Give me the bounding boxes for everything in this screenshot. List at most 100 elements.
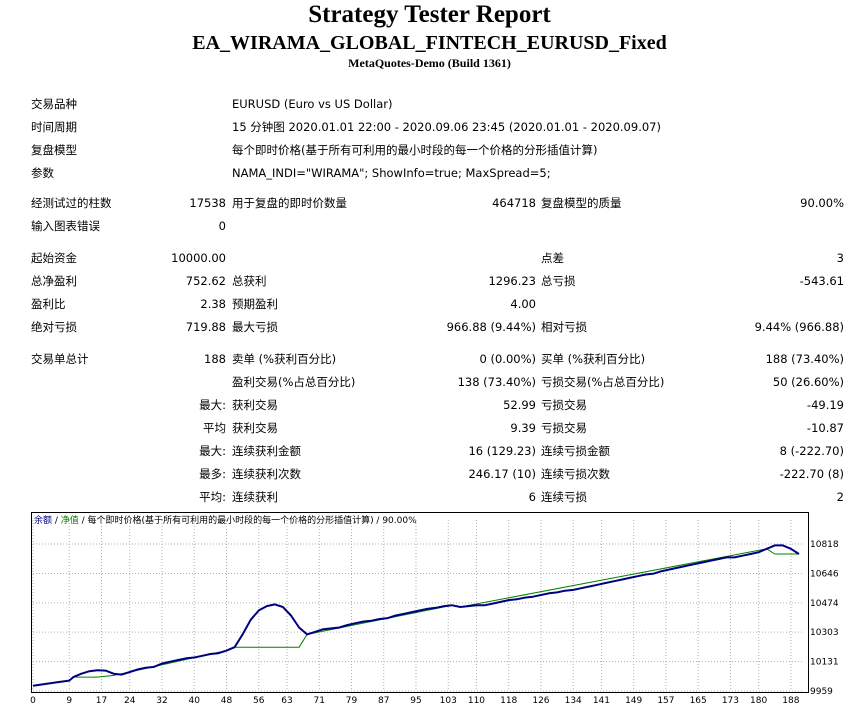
max-consecutive-losses-label: 连续亏损金额	[541, 444, 610, 458]
maximal-drawdown-value: 966.88 (9.44%)	[446, 320, 536, 334]
symbol-value: EURUSD (Euro vs US Dollar)	[232, 97, 393, 111]
equity-line	[32, 548, 799, 687]
total-trades-value: 188	[204, 352, 226, 366]
average-loss-label: 亏损交易	[541, 421, 587, 435]
legend-description: / 每个即时价格(基于所有可利用的最小时段的每一个价格的分形插值计算) / 90…	[78, 516, 417, 526]
maximal-consecutive-wins-label: 连续获利次数	[232, 467, 301, 481]
chart-legend: 余额 / 净值 / 每个即时价格(基于所有可利用的最小时段的每一个价格的分形插值…	[34, 515, 417, 527]
expected-payoff-value: 4.00	[510, 297, 536, 311]
x-tick-label: 9	[66, 696, 72, 706]
average-loss-value: -10.87	[806, 421, 844, 435]
balance-line	[32, 544, 800, 687]
errors-value: 0	[218, 219, 226, 233]
errors-label: 输入图表错误	[31, 219, 100, 233]
ea-name: EA_WIRAMA_GLOBAL_FINTECH_EURUSD_Fixed	[192, 32, 667, 54]
report-title: Strategy Tester Report	[308, 1, 551, 28]
net-profit-value: 752.62	[185, 274, 226, 288]
x-tick-label: 48	[221, 696, 233, 706]
largest-profit-label: 获利交易	[232, 398, 278, 412]
x-tick-label: 110	[468, 696, 485, 706]
largest-profit-value: 52.99	[503, 398, 536, 412]
net-profit-label: 总净盈利	[31, 274, 77, 288]
y-tick-label: 10646	[810, 569, 839, 579]
ticks-value: 464718	[492, 196, 536, 210]
x-tick-label: 56	[253, 696, 265, 706]
profit-trades-label: 盈利交易(%占总百分比)	[232, 375, 356, 389]
average-profit-label: 获利交易	[232, 421, 278, 435]
x-tick-label: 141	[593, 696, 610, 706]
loss-trades-label: 亏损交易(%占总百分比)	[541, 375, 665, 389]
model-label: 复盘模型	[31, 143, 77, 157]
spread-label: 点差	[541, 251, 564, 265]
period-value: 15 分钟图 2020.01.01 22:00 - 2020.09.06 23:…	[232, 120, 661, 134]
profit-factor-label: 盈利比	[31, 297, 66, 311]
x-tick-label: 126	[532, 696, 549, 706]
y-tick-label: 10818	[810, 540, 839, 550]
model-value: 每个即时价格(基于所有可利用的最小时段的每一个价格的分形插值计算)	[232, 143, 598, 157]
spread-value: 3	[836, 251, 844, 265]
build-info: MetaQuotes-Demo (Build 1361)	[348, 56, 511, 70]
x-tick-label: 17	[96, 696, 107, 706]
short-positions-value: 0 (0.00%)	[479, 352, 536, 366]
x-tick-label: 103	[440, 696, 457, 706]
x-tick-label: 173	[722, 696, 739, 706]
x-tick-label: 79	[346, 696, 358, 706]
params-value: NAMA_INDI="WIRAMA"; ShowInfo=true; MaxSp…	[232, 166, 551, 180]
max-consecutive-wins-value: 16 (129.23)	[468, 444, 536, 458]
average-prefix: 平均	[203, 421, 226, 435]
x-tick-label: 63	[281, 696, 292, 706]
long-positions-label: 买单 (%获利百分比)	[541, 352, 646, 366]
average-profit-value: 9.39	[510, 421, 536, 435]
maximal-drawdown-label: 最大亏损	[232, 320, 278, 334]
average-consecutive-losses-label: 连续亏损	[541, 490, 587, 504]
x-tick-label: 180	[750, 696, 767, 706]
average-consecutive-prefix: 平均:	[199, 490, 226, 504]
loss-trades-value: 50 (26.60%)	[772, 375, 844, 389]
maximal-consecutive-wins-value: 246.17 (10)	[468, 467, 536, 481]
gross-profit-value: 1296.23	[488, 274, 536, 288]
largest-loss-value: -49.19	[806, 398, 844, 412]
largest-loss-label: 亏损交易	[541, 398, 587, 412]
maximal-consecutive-losses-label: 连续亏损次数	[541, 467, 610, 481]
ticks-label: 用于复盘的即时价数量	[232, 196, 347, 210]
gross-loss-label: 总亏损	[541, 274, 576, 288]
max-consecutive-prefix: 最大:	[199, 444, 226, 458]
total-trades-label: 交易单总计	[31, 352, 89, 366]
long-positions-value: 188 (73.40%)	[765, 352, 844, 366]
y-tick-label: 10474	[810, 599, 839, 609]
x-tick-label: 165	[690, 696, 707, 706]
x-tick-label: 157	[657, 696, 674, 706]
y-tick-label: 9959	[810, 687, 833, 697]
max-consecutive-wins-label: 连续获利金额	[232, 444, 301, 458]
maximal-consecutive-prefix: 最多:	[199, 467, 226, 481]
absolute-drawdown-value: 719.88	[185, 320, 226, 334]
expected-payoff-label: 预期盈利	[232, 297, 278, 311]
max-consecutive-losses-value: 8 (-222.70)	[779, 444, 844, 458]
initial-deposit-value: 10000.00	[171, 251, 226, 265]
x-tick-label: 0	[30, 696, 36, 706]
bars-value: 17538	[189, 196, 226, 210]
average-consecutive-losses-value: 2	[836, 490, 844, 504]
quality-value: 90.00%	[800, 196, 844, 210]
legend-balance: 余额	[34, 516, 53, 526]
x-tick-label: 71	[314, 696, 325, 706]
bars-label: 经测试过的柱数	[31, 196, 112, 210]
maximal-consecutive-losses-value: -222.70 (8)	[779, 467, 844, 481]
gross-loss-value: -543.61	[799, 274, 844, 288]
profit-factor-value: 2.38	[200, 297, 226, 311]
relative-drawdown-value: 9.44% (966.88)	[754, 320, 844, 334]
quality-label: 复盘模型的质量	[541, 196, 622, 210]
average-consecutive-wins-value: 6	[528, 490, 536, 504]
x-tick-label: 95	[410, 696, 421, 706]
x-tick-label: 87	[378, 696, 389, 706]
initial-deposit-label: 起始资金	[31, 251, 77, 265]
y-tick-label: 10131	[810, 658, 839, 668]
absolute-drawdown-label: 绝对亏损	[31, 320, 77, 334]
average-consecutive-wins-label: 连续获利	[232, 490, 278, 504]
x-tick-label: 24	[124, 696, 136, 706]
largest-prefix: 最大:	[199, 398, 226, 412]
legend-separator: /	[52, 516, 61, 526]
profit-trades-value: 138 (73.40%)	[457, 375, 536, 389]
x-tick-label: 32	[156, 696, 167, 706]
